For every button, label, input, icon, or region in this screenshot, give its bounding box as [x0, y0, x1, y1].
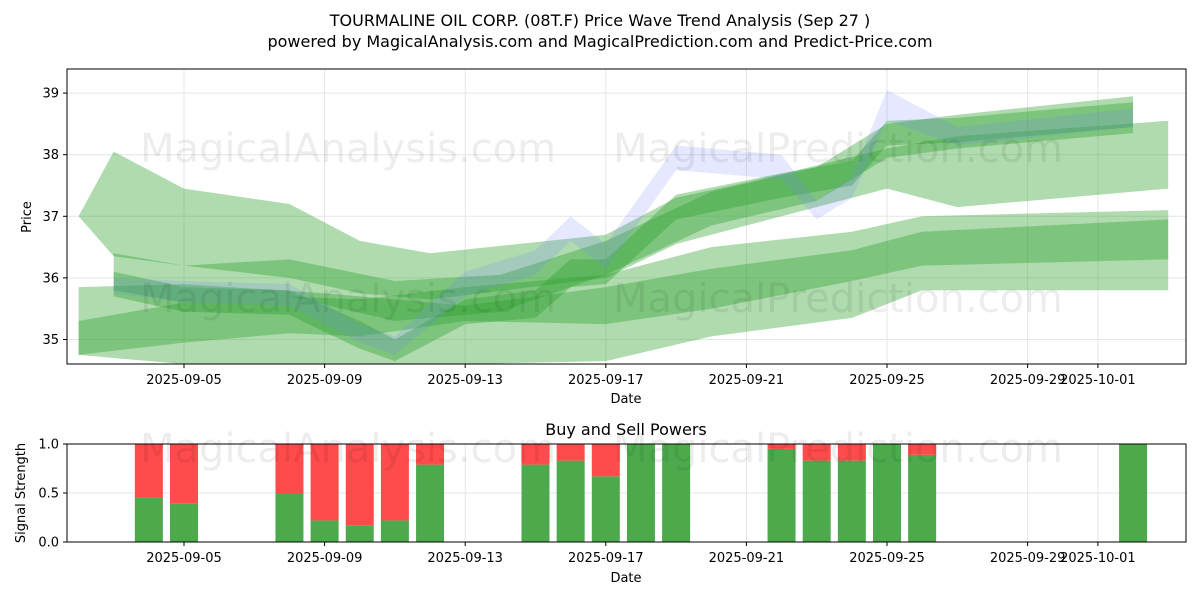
price-band-4	[78, 210, 1169, 355]
signal-x-tick-label: 2025-09-21	[709, 551, 785, 566]
watermark: MagicalPrediction.com	[613, 426, 1063, 472]
price-panel: MagicalAnalysis.com MagicalPrediction.com…	[20, 68, 1187, 407]
price-x-tick-label: 2025-09-21	[709, 373, 785, 388]
signal-x-tick-label: 2025-10-01	[1060, 551, 1136, 566]
sell-bar	[170, 444, 198, 504]
signal-bars	[134, 444, 1148, 542]
signal-chart-title: Buy and Sell Powers	[545, 420, 707, 439]
signal-x-tick-label: 2025-09-09	[287, 551, 363, 566]
buy-bar	[908, 454, 937, 542]
signal-ticks: 2025-09-05 2025-09-09 2025-09-13 2025-09-17…	[38, 438, 1135, 567]
buy-bar	[767, 448, 796, 542]
buy-bar	[521, 464, 550, 542]
price-x-tick-label: 2025-09-25	[849, 373, 925, 388]
price-band-2	[113, 96, 1133, 321]
buy-bar	[416, 464, 445, 542]
price-x-axis-label: Date	[610, 392, 641, 407]
sell-bar	[275, 444, 304, 494]
buy-bar	[310, 520, 339, 542]
buy-bar	[873, 444, 901, 542]
signal-x-tick-label: 2025-09-29	[990, 551, 1066, 566]
price-y-axis-label: Price	[20, 201, 35, 233]
price-y-tick-label: 39	[42, 87, 59, 102]
buy-bar	[170, 503, 198, 542]
price-band-1	[113, 102, 1133, 362]
sell-bar	[345, 444, 374, 526]
signal-x-tick-label: 2025-09-05	[146, 551, 222, 566]
price-x-tick-label: 2025-09-29	[990, 373, 1066, 388]
signal-panel: Buy and Sell Powers MagicalAnalysis.com M…	[14, 420, 1187, 586]
price-x-tick-label: 2025-09-05	[146, 373, 222, 388]
signal-y-tick-label: 1.0	[38, 438, 59, 453]
watermark: MagicalAnalysis.com	[140, 126, 556, 172]
buy-bar	[345, 525, 374, 542]
price-y-tick-label: 35	[42, 333, 59, 348]
price-band-3	[78, 120, 1169, 300]
watermark: MagicalAnalysis.com	[140, 276, 556, 322]
price-band-6	[113, 90, 1133, 355]
price-bands	[78, 90, 1169, 364]
sell-bar	[416, 444, 445, 465]
watermark: MagicalPrediction.com	[613, 126, 1063, 172]
sell-bar	[310, 444, 339, 521]
signal-x-tick-label: 2025-09-13	[427, 551, 503, 566]
buy-bar	[380, 520, 409, 542]
buy-bar	[591, 476, 620, 542]
price-grid	[67, 69, 1186, 364]
price-x-tick-label: 2025-10-01	[1060, 373, 1136, 388]
price-x-tick-label: 2025-09-09	[287, 373, 363, 388]
buy-bar	[626, 444, 655, 542]
price-watermarks: MagicalAnalysis.com MagicalPrediction.com…	[140, 126, 1063, 322]
buy-bar	[134, 497, 163, 542]
signal-watermarks: MagicalAnalysis.com MagicalPrediction.com	[140, 426, 1063, 472]
signal-x-tick-label: 2025-09-25	[849, 551, 925, 566]
sell-bar	[134, 444, 163, 498]
signal-y-axis-label: Signal Strength	[14, 443, 29, 543]
price-ticks: 2025-09-05 2025-09-09 2025-09-13 2025-09-17…	[42, 87, 1135, 388]
signal-x-tick-label: 2025-09-17	[568, 551, 644, 566]
sell-bar	[591, 444, 620, 477]
price-y-tick-label: 38	[42, 148, 59, 163]
sell-bar	[767, 444, 796, 449]
chart-subtitle: powered by MagicalAnalysis.com and Magic…	[267, 32, 932, 51]
buy-bar	[662, 444, 691, 542]
buy-bar	[556, 460, 585, 542]
signal-y-tick-label: 0.0	[38, 536, 59, 551]
price-y-tick-label: 37	[42, 210, 59, 225]
price-band-5	[78, 219, 1169, 364]
price-x-tick-label: 2025-09-13	[427, 373, 503, 388]
sell-bar	[908, 444, 937, 455]
buy-bar	[275, 493, 304, 542]
sell-bar	[380, 444, 409, 521]
buy-bar	[1119, 444, 1148, 542]
signal-x-axis-label: Date	[610, 571, 641, 586]
price-x-tick-label: 2025-09-17	[568, 373, 644, 388]
sell-bar	[521, 444, 550, 465]
price-y-tick-label: 36	[42, 271, 59, 286]
chart-title: TOURMALINE OIL CORP. (08T.F) Price Wave …	[329, 11, 871, 30]
watermark: MagicalPrediction.com	[613, 276, 1063, 322]
sell-bar	[556, 444, 585, 461]
sell-bar	[837, 444, 866, 461]
signal-y-tick-label: 0.5	[38, 487, 59, 502]
watermark: MagicalAnalysis.com	[140, 426, 556, 472]
sell-bar	[802, 444, 831, 461]
buy-bar	[802, 460, 831, 542]
buy-bar	[837, 460, 866, 542]
